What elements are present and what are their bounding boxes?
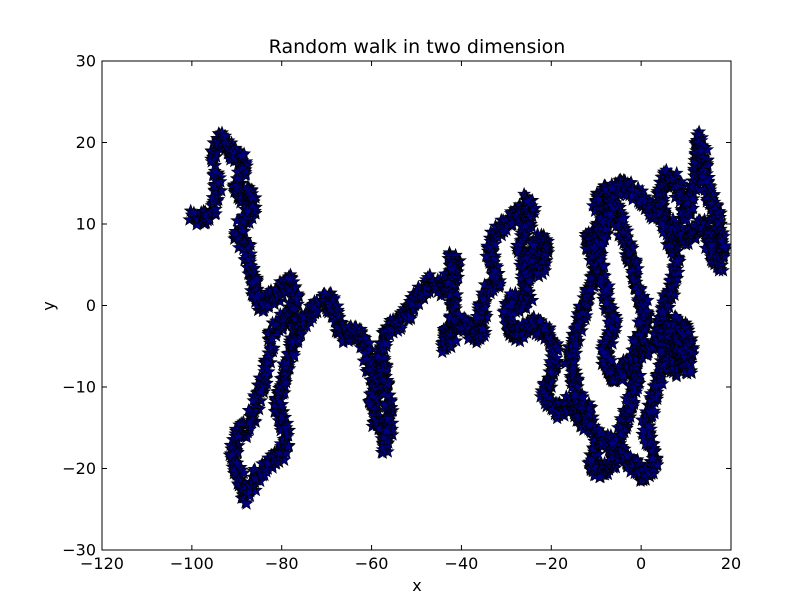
data-point: [629, 255, 643, 269]
data-point: [522, 273, 537, 287]
y-tick-label: −30: [62, 541, 96, 560]
data-point: [647, 403, 662, 418]
data-point: [469, 309, 484, 323]
data-point: [671, 264, 686, 279]
data-point: [598, 221, 612, 236]
x-tick-label: −60: [355, 554, 389, 573]
x-tick-label: −20: [534, 554, 568, 573]
data-point: [235, 223, 250, 237]
data-point: [659, 162, 674, 177]
data-point: [403, 309, 418, 324]
data-point: [537, 321, 552, 335]
chart-title: Random walk in two dimension: [269, 36, 566, 58]
data-point: [642, 419, 656, 433]
data-point: [632, 327, 647, 342]
data-point: [503, 286, 518, 300]
data-point: [599, 295, 614, 309]
data-point: [380, 411, 395, 425]
y-tick-label: 0: [86, 296, 96, 315]
data-point: [372, 421, 387, 435]
data-point: [287, 301, 301, 316]
data-point: [371, 348, 386, 363]
data-point: [379, 423, 394, 437]
data-point: [225, 447, 240, 461]
data-point: [604, 353, 619, 367]
data-point: [236, 465, 251, 479]
x-tick-label: −120: [80, 554, 124, 573]
x-tick-label: 20: [721, 554, 741, 573]
data-point: [582, 417, 597, 431]
data-point: [264, 331, 279, 345]
data-point: [624, 398, 639, 412]
data-point: [544, 365, 558, 379]
y-axis-label: y: [39, 301, 58, 310]
data-point: [475, 321, 490, 335]
y-tick-label: 30: [76, 52, 96, 71]
data-point: [258, 368, 273, 382]
data-point: [207, 163, 222, 178]
data-point: [289, 291, 304, 305]
data-point: [242, 415, 257, 429]
data-point: [441, 275, 456, 289]
data-point: [278, 420, 293, 434]
data-point: [287, 348, 302, 362]
data-point: [595, 215, 610, 230]
data-point: [449, 333, 464, 347]
x-tick-label: −40: [445, 554, 479, 573]
data-point: [281, 439, 296, 453]
data-point: [596, 230, 611, 245]
data-point: [249, 290, 264, 304]
data-point: [683, 363, 698, 377]
data-point: [599, 282, 614, 297]
data-point: [597, 258, 611, 273]
data-point: [615, 212, 630, 226]
data-point: [631, 285, 646, 299]
data-point: [422, 267, 437, 281]
data-point: [379, 336, 394, 350]
y-tick-label: −20: [62, 459, 96, 478]
data-point: [704, 237, 719, 251]
x-tick-label: 0: [636, 554, 646, 573]
data-point: [634, 316, 649, 330]
data-point: [650, 457, 665, 471]
data-point: [669, 254, 684, 268]
data-point: [717, 240, 731, 254]
x-tick-label: −80: [265, 554, 299, 573]
y-tick-label: −10: [62, 378, 96, 397]
data-point: [239, 496, 254, 510]
data-point: [245, 276, 260, 290]
y-tick-label: 10: [76, 215, 96, 234]
data-point: [363, 397, 378, 411]
data-point: [246, 393, 261, 407]
data-point: [593, 425, 608, 439]
data-point: [208, 206, 223, 220]
data-point: [488, 236, 503, 251]
data-point: [450, 287, 465, 301]
x-tick-label: −100: [170, 554, 214, 573]
x-axis-label: x: [412, 576, 421, 595]
plot-area: [182, 124, 731, 510]
data-point: [670, 179, 685, 193]
data-point: [487, 263, 502, 277]
data-point: [645, 451, 660, 465]
data-point: [204, 154, 219, 168]
data-point: [566, 359, 581, 373]
data-point: [240, 203, 255, 217]
data-point: [526, 238, 541, 252]
data-point: [605, 181, 620, 195]
data-point: [183, 203, 198, 217]
data-point: [497, 303, 512, 317]
data-point: [567, 387, 582, 401]
data-point: [576, 305, 591, 319]
data-point: [606, 436, 620, 450]
y-tick-label: 20: [76, 133, 96, 152]
data-point: [230, 213, 245, 227]
